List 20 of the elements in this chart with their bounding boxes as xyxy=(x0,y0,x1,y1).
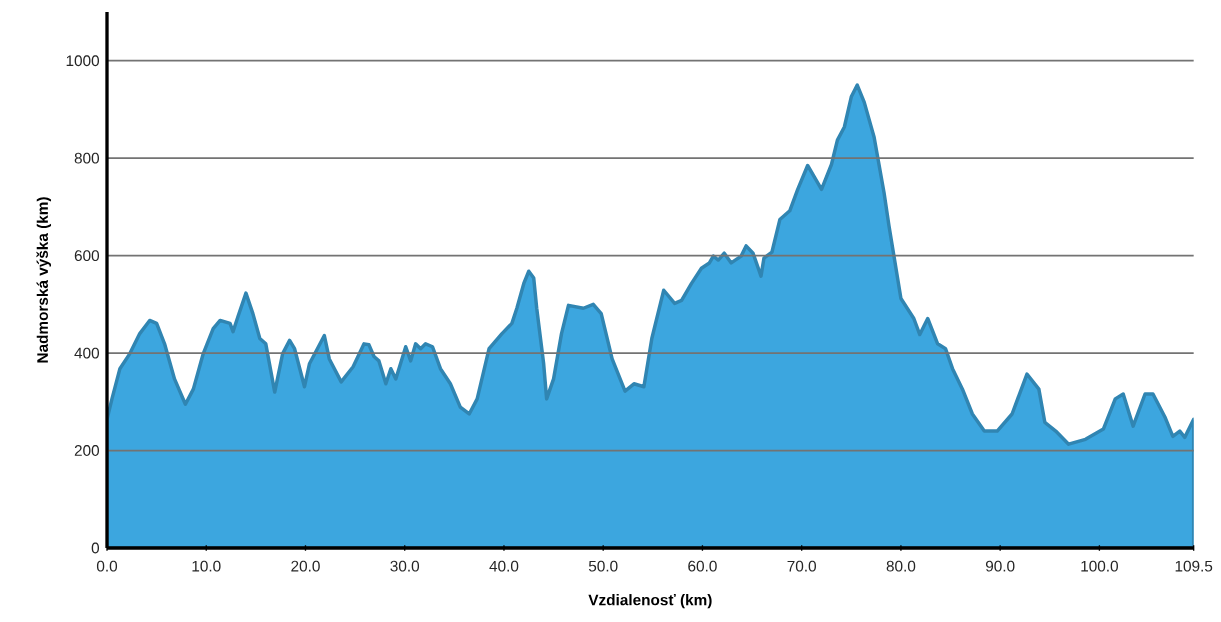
x-tick-label: 40.0 xyxy=(489,560,519,572)
x-tick-label: 20.0 xyxy=(291,560,320,572)
x-axis-title: Vzdialenosť (km) xyxy=(588,594,712,609)
y-axis-title: Nadmorská výška (km) xyxy=(36,197,52,363)
x-tick-label: 50.0 xyxy=(588,560,618,572)
y-tick-label: 1000 xyxy=(66,55,100,67)
y-tick-label: 400 xyxy=(74,347,100,359)
x-tick-label: 70.0 xyxy=(787,560,816,572)
x-tick-label: 109.5 xyxy=(1175,560,1213,572)
y-tick-label: 0 xyxy=(91,542,100,554)
y-tick-label: 800 xyxy=(74,152,100,164)
x-tick-label: 90.0 xyxy=(985,560,1015,572)
x-tick-label: 10.0 xyxy=(192,560,221,572)
x-tick-label: 30.0 xyxy=(390,560,420,572)
x-tick-label: 100.0 xyxy=(1081,560,1118,572)
x-tick-label: 0.0 xyxy=(96,560,118,572)
x-tick-label: 80.0 xyxy=(886,560,916,572)
y-tick-label: 600 xyxy=(74,250,100,262)
y-tick-label: 200 xyxy=(74,445,100,456)
x-tick-label: 60.0 xyxy=(688,560,717,572)
